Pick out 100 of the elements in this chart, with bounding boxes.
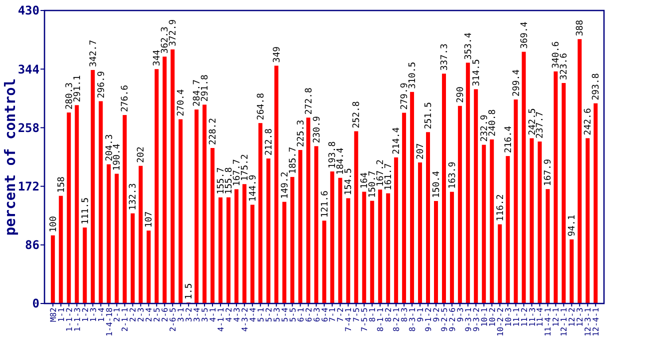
x-tick-label: 12-1-1	[560, 307, 569, 336]
bar	[58, 196, 63, 304]
data-label: 388	[576, 20, 586, 36]
bar	[530, 138, 534, 304]
x-tick-label: 1-4-18	[104, 307, 114, 336]
x-tick-label: 6-1	[296, 307, 306, 322]
bar	[170, 49, 175, 304]
x-tick-label: 4-1-1	[216, 307, 226, 332]
bar	[282, 202, 286, 304]
x-tick-label: 8-1	[368, 307, 378, 322]
bar	[482, 144, 486, 304]
bar	[370, 200, 374, 304]
data-label: 290	[456, 86, 466, 103]
data-label: 349	[272, 46, 282, 63]
x-tick-label: 8-3-1	[408, 307, 418, 332]
bar	[306, 118, 310, 304]
data-label: 230.9	[312, 116, 322, 144]
x-tick-label: 4-3	[232, 307, 242, 322]
bar	[586, 138, 590, 304]
x-tick-label: 7-1	[328, 307, 338, 322]
x-tick-label: 2-2	[128, 307, 138, 322]
data-label: 291.1	[72, 75, 83, 102]
bar	[506, 156, 510, 304]
bar	[386, 193, 390, 304]
x-tick-label: 10-1	[480, 307, 489, 327]
bar	[178, 119, 183, 304]
x-tick-label: 1-1	[56, 307, 66, 322]
data-label: 158	[56, 176, 67, 193]
data-label: 121.6	[320, 190, 330, 218]
bar	[66, 112, 71, 304]
x-tick-label: 2-6	[160, 307, 170, 322]
bar	[130, 213, 135, 304]
data-label: 342.7	[88, 40, 99, 67]
data-label: 216.4	[504, 126, 514, 154]
x-tick-label: 3-4	[192, 307, 202, 322]
bar	[250, 204, 254, 304]
data-label: 242.6	[584, 108, 594, 136]
data-label: 296.9	[96, 71, 107, 98]
x-tick-label: 1-1-3	[72, 307, 82, 332]
x-tick-label: 11-3	[528, 307, 537, 327]
x-tick-label: 11-1	[512, 307, 521, 327]
data-label: 212.8	[264, 128, 274, 156]
x-tick-label: 4-3-2	[240, 307, 250, 332]
data-label: 337.3	[440, 44, 450, 71]
x-tick-label: 9-1-2	[424, 307, 434, 332]
x-tick-label: 12-3-1	[584, 307, 593, 336]
data-label: 163.9	[448, 162, 458, 189]
bar	[546, 189, 550, 304]
bar	[442, 74, 446, 304]
x-tick-label: 2-4	[144, 307, 154, 322]
x-tick-label: 5-5	[288, 307, 298, 322]
data-label: 154.5	[344, 168, 354, 196]
x-tick-label: 10-2-2	[496, 307, 505, 336]
y-tick-label: 258	[18, 120, 40, 135]
x-tick-label: 9-3-1	[464, 307, 473, 332]
data-label: 372.9	[168, 19, 179, 46]
data-label: 1.5	[184, 283, 195, 300]
x-tick-label: 9-3-2	[472, 307, 481, 332]
x-tick-label: 8-2-1	[392, 307, 402, 332]
data-label: 132.3	[128, 183, 139, 210]
data-label: 167.7	[232, 159, 242, 186]
data-label: 252.8	[352, 101, 362, 128]
x-tick-label: 9-1	[416, 307, 426, 322]
data-label: 144.9	[248, 174, 258, 202]
bar	[362, 192, 366, 304]
bar	[162, 56, 167, 304]
x-tick-label: 3-5	[200, 307, 210, 322]
bar	[426, 132, 430, 304]
bar	[466, 62, 470, 304]
bar	[418, 162, 422, 304]
x-tick-label: 6-2	[304, 307, 314, 322]
data-label: 228.2	[208, 118, 219, 146]
x-tick-label: 5-1	[256, 307, 266, 322]
data-label: 161.7	[384, 163, 394, 190]
bar	[458, 106, 462, 304]
bar	[314, 146, 318, 304]
data-label: 237.7	[536, 111, 546, 139]
x-tick-label: 5-3	[272, 307, 282, 322]
data-label: 240.8	[488, 109, 498, 136]
x-tick-label: 10-2	[488, 307, 497, 327]
data-label: 202	[136, 146, 147, 163]
bar	[226, 197, 230, 304]
x-tick-label: 2-1	[112, 307, 122, 322]
x-tick-label: 1-2	[80, 307, 90, 322]
bar	[290, 176, 294, 304]
bar	[138, 166, 143, 304]
bar	[354, 131, 358, 304]
x-tick-label: 9-2-6	[448, 307, 457, 332]
bar	[554, 71, 558, 304]
x-tick-label: 9-2-5	[440, 307, 449, 332]
bar	[114, 174, 119, 304]
data-label: 314.5	[472, 59, 482, 86]
bar	[434, 201, 438, 304]
x-tick-label: 3-1	[176, 307, 186, 322]
data-label: 100	[48, 216, 59, 232]
x-tick-label: 8-1-1	[376, 307, 386, 332]
x-tick-label: 12-1	[552, 307, 561, 327]
data-label: 293.8	[592, 73, 602, 100]
x-tick-label: 12-3	[576, 307, 585, 327]
x-tick-label: 9-2	[432, 307, 441, 322]
